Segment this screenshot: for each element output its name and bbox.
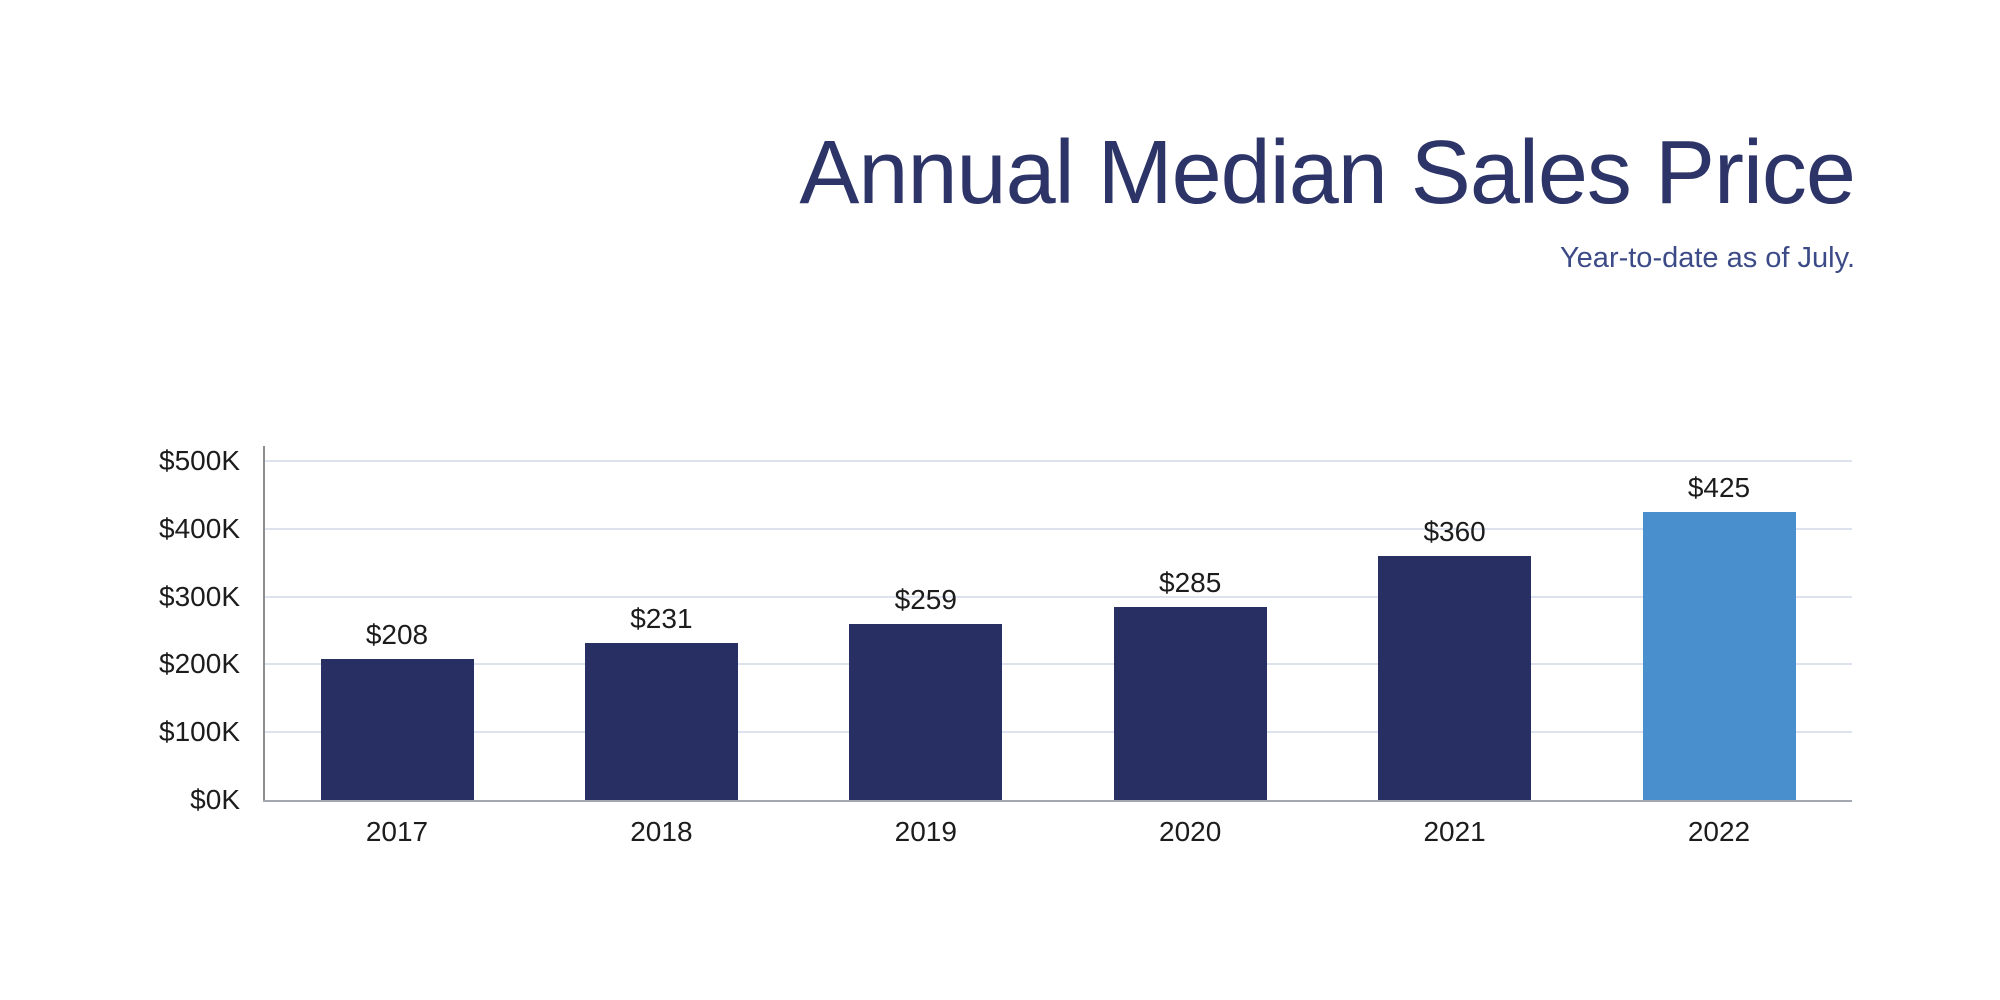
x-axis-label-2022: 2022 [1687, 816, 1751, 847]
bar-2022 [1642, 511, 1796, 800]
bar-2018 [584, 643, 738, 800]
y-axis-line [263, 446, 265, 802]
y-tick-label: $500K [159, 445, 240, 476]
gridline-$400K [263, 527, 1852, 530]
gridline-$500K [263, 460, 1852, 462]
x-axis-label-2021: 2021 [1423, 816, 1486, 847]
y-tick-label: $400K [159, 512, 240, 544]
bar-value-label-2018: $231 [630, 603, 693, 635]
bar-value-label-2020: $285 [1159, 566, 1222, 598]
bar-value-label-2019: $259 [894, 584, 957, 616]
y-tick-label: $0K [190, 784, 240, 815]
y-tick-label: $300K [159, 580, 240, 612]
bar-value-label-2022: $425 [1687, 471, 1751, 503]
bar-2021 [1378, 555, 1532, 800]
gridline-$100K [263, 731, 1852, 734]
bar-2020 [1113, 606, 1267, 800]
y-tick-label: $100K [159, 716, 240, 748]
x-axis-baseline [263, 800, 1852, 802]
bar-2019 [849, 624, 1003, 800]
x-axis-label-2019: 2019 [894, 816, 957, 847]
x-axis-label-2017: 2017 [365, 816, 429, 847]
y-tick-label: $200K [159, 648, 240, 680]
bar-value-label-2017: $208 [365, 618, 429, 650]
bar-value-label-2021: $360 [1423, 515, 1486, 547]
x-axis-label-2020: 2020 [1159, 816, 1222, 847]
x-axis-label-2018: 2018 [630, 816, 693, 847]
chart-title: Annual Median Sales Price [799, 123, 1856, 223]
bar-2017 [320, 658, 474, 800]
gridline-$200K [263, 663, 1852, 666]
gridline-$300K [263, 595, 1852, 598]
chart-subtitle: Year-to-date as of July. [1560, 242, 1855, 274]
